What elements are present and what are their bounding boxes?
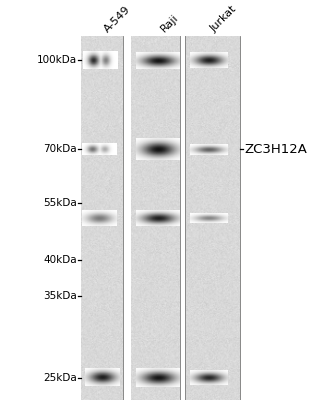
Text: 40kDa: 40kDa	[44, 255, 77, 265]
Text: Raji: Raji	[158, 13, 180, 34]
Text: 100kDa: 100kDa	[37, 55, 77, 65]
Text: ZC3H12A: ZC3H12A	[244, 143, 307, 156]
Bar	[180, 36, 185, 400]
Bar	[131, 36, 240, 400]
Text: A-549: A-549	[102, 4, 132, 34]
Text: 70kDa: 70kDa	[44, 144, 77, 154]
Text: 25kDa: 25kDa	[43, 372, 77, 382]
Text: 35kDa: 35kDa	[43, 291, 77, 301]
Text: Jurkat: Jurkat	[208, 4, 238, 34]
Bar	[81, 36, 123, 400]
Text: 55kDa: 55kDa	[43, 198, 77, 208]
